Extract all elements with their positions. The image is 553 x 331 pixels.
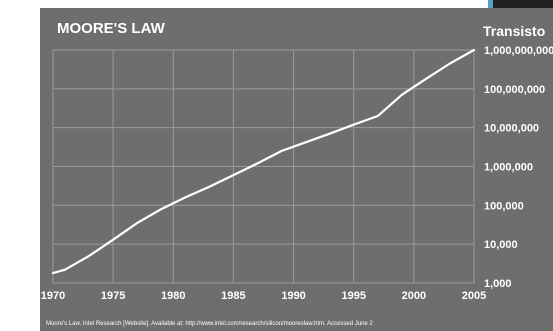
data-point <box>376 115 379 117</box>
data-point <box>88 255 90 257</box>
x-tick-label: 1975 <box>101 290 125 302</box>
x-tick-label: 1985 <box>221 290 245 302</box>
chart-panel <box>40 8 553 331</box>
data-point <box>184 196 187 199</box>
y-tick-label: 1,000 <box>484 278 512 290</box>
data-point <box>136 222 138 224</box>
line-layer <box>51 48 476 275</box>
grid-layer <box>52 49 475 284</box>
transistor-count-line <box>51 48 476 275</box>
data-point <box>304 141 307 144</box>
data-point <box>328 132 331 135</box>
data-point <box>256 162 259 165</box>
x-tick-label: 1990 <box>281 290 305 302</box>
y-tick-label: 1,000,000,000 <box>484 45 553 57</box>
corner-accent <box>493 0 553 8</box>
data-point <box>64 268 66 271</box>
y-axis-label: Transisto <box>483 23 545 39</box>
x-tick-label: 1980 <box>161 290 185 302</box>
plot-frame <box>52 49 475 284</box>
data-point <box>52 272 54 274</box>
data-point <box>208 186 211 188</box>
y-tick-label: 10,000,000 <box>484 123 539 135</box>
data-point <box>401 94 403 96</box>
y-tick-label: 1,000,000 <box>484 162 533 174</box>
data-point <box>280 150 283 152</box>
data-point <box>232 174 235 176</box>
data-point <box>449 62 451 65</box>
y-tick-label: 100,000,000 <box>484 84 545 96</box>
chart-title: MOORE'S LAW <box>57 20 166 37</box>
source-note: Moore's Law. Intel Research [Website]. A… <box>46 321 373 327</box>
data-point <box>160 208 163 210</box>
x-tick-label: 2005 <box>462 290 486 302</box>
data-point <box>112 238 114 241</box>
x-tick-label: 1995 <box>341 290 365 302</box>
data-point <box>425 78 427 80</box>
x-tick-label: 1970 <box>41 290 65 302</box>
x-tick-label: 2000 <box>402 290 426 302</box>
y-tick-label: 100,000 <box>484 200 524 212</box>
y-tick-label: 10,000 <box>484 239 518 251</box>
data-point <box>352 123 355 126</box>
corner-accent-blue <box>488 0 493 8</box>
data-point <box>473 49 475 51</box>
